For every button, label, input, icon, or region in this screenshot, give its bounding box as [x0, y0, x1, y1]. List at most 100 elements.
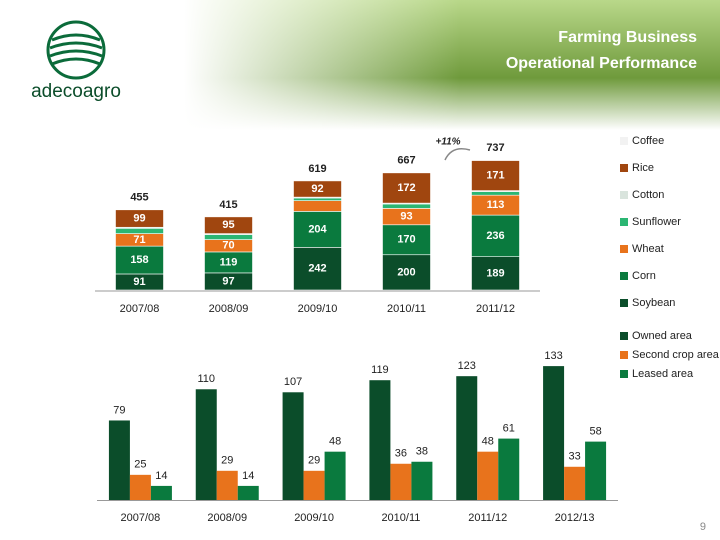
total-label: 667 — [397, 154, 415, 166]
data-label: 79 — [113, 404, 125, 416]
data-label: 25 — [134, 459, 146, 471]
bar-segment — [471, 214, 520, 257]
x-tick-label: 2007/08 — [121, 512, 161, 524]
data-label: 123 — [458, 360, 476, 372]
x-tick-label: 2008/09 — [207, 512, 247, 524]
x-tick-label: 2010/11 — [387, 303, 426, 315]
legend-label: Corn — [632, 270, 656, 282]
legend-swatch — [620, 218, 628, 226]
header-fade — [0, 0, 460, 130]
data-label: 107 — [284, 376, 302, 388]
bar — [303, 470, 325, 500]
x-tick-label: 2007/08 — [120, 303, 160, 315]
data-label: 36 — [395, 448, 407, 460]
data-label: 29 — [308, 455, 320, 467]
bar-segment — [115, 228, 164, 234]
bar — [108, 420, 130, 500]
legend-swatch — [620, 191, 628, 199]
data-label: 204 — [308, 223, 327, 235]
bar — [369, 380, 391, 500]
data-label: 242 — [308, 263, 326, 275]
bar-segment — [204, 234, 253, 240]
legend-swatch — [620, 351, 628, 359]
legend-label: Leased area — [632, 368, 694, 380]
bar-segment — [382, 172, 431, 204]
data-label: 14 — [155, 470, 167, 482]
bar-segment — [471, 256, 520, 291]
legend-label: Second crop area — [632, 349, 720, 361]
legend-label: Coffee — [632, 135, 664, 147]
data-label: 71 — [133, 234, 145, 246]
data-label: 189 — [486, 267, 504, 279]
data-label: 48 — [329, 436, 341, 448]
bar — [324, 451, 346, 500]
x-tick-label: 2009/10 — [298, 303, 338, 315]
legend-swatch — [620, 272, 628, 280]
legend-swatch — [620, 164, 628, 172]
bar-segment — [115, 209, 164, 228]
bar — [150, 485, 172, 500]
x-tick-label: 2011/12 — [476, 303, 515, 315]
data-label: 95 — [222, 219, 234, 231]
bar — [456, 376, 478, 500]
bar — [282, 392, 304, 500]
data-label: 92 — [311, 183, 323, 195]
data-label: 236 — [486, 230, 504, 242]
bar-segment — [382, 203, 431, 209]
data-label: 170 — [397, 234, 415, 246]
bar-segment — [471, 191, 520, 196]
page-number: 9 — [700, 521, 706, 533]
legend-swatch — [620, 299, 628, 307]
data-label: 200 — [397, 266, 415, 278]
bar-segment — [293, 211, 342, 248]
data-label: 58 — [589, 426, 601, 438]
legend-label: Owned area — [632, 330, 693, 342]
data-label: 99 — [133, 212, 145, 224]
legend-label: Cotton — [632, 189, 664, 201]
bar-segment — [382, 224, 431, 256]
data-label: 133 — [544, 350, 562, 362]
legend-swatch — [620, 370, 628, 378]
logo-text: adecoagro — [31, 81, 121, 102]
legend-label: Sunflower — [632, 216, 681, 228]
data-label: 93 — [400, 210, 412, 222]
data-label: 119 — [371, 364, 389, 376]
bar — [498, 438, 520, 500]
growth-arrow — [444, 148, 471, 161]
bar-segment — [293, 180, 342, 198]
bar — [216, 470, 238, 500]
data-label: 48 — [482, 436, 494, 448]
data-label: 97 — [222, 275, 234, 287]
bar-segment — [204, 216, 253, 234]
bar — [543, 366, 565, 500]
annotation: +11% — [435, 137, 460, 148]
data-label: 158 — [130, 254, 148, 266]
bar — [237, 485, 259, 500]
bar-segment — [293, 197, 342, 201]
x-tick-label: 2010/11 — [381, 512, 420, 524]
total-label: 619 — [308, 163, 326, 175]
total-label: 455 — [130, 192, 148, 204]
bar — [129, 474, 151, 500]
x-tick-label: 2008/09 — [209, 303, 249, 315]
legend-swatch — [620, 332, 628, 340]
bar-segment — [293, 200, 342, 212]
bar — [411, 461, 433, 500]
x-tick-label: 2009/10 — [294, 512, 334, 524]
data-label: 14 — [242, 470, 254, 482]
total-label: 737 — [486, 142, 504, 154]
bar — [390, 463, 412, 500]
data-label: 172 — [397, 182, 415, 194]
data-label: 61 — [503, 422, 515, 434]
data-label: 119 — [220, 256, 238, 268]
total-label: 415 — [219, 199, 237, 211]
legend-label: Soybean — [632, 297, 675, 309]
slide-title: Operational Performance — [506, 55, 697, 72]
data-label: 110 — [197, 373, 215, 385]
bar — [564, 466, 586, 500]
data-label: 171 — [486, 169, 504, 181]
bar — [195, 389, 217, 500]
data-label: 38 — [416, 446, 428, 458]
bar-segment — [293, 247, 342, 291]
